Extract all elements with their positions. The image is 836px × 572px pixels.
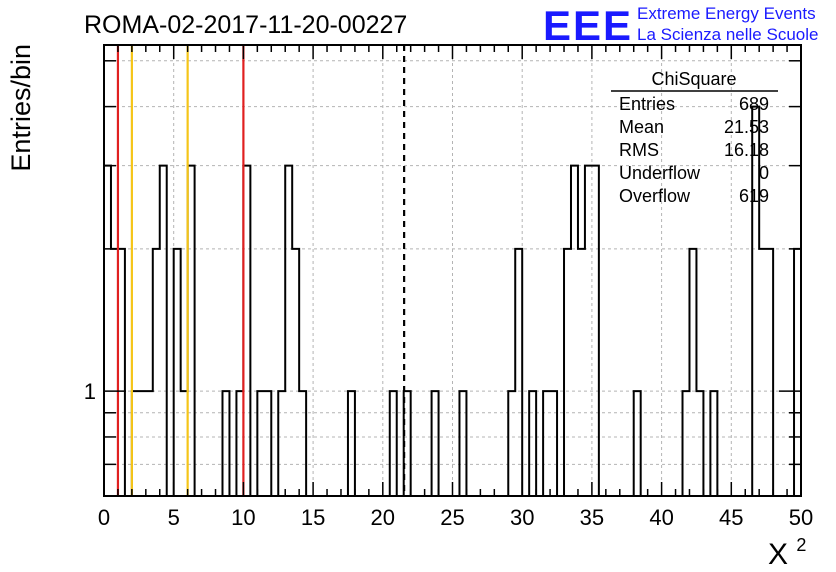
y-tick-label: 1	[84, 379, 96, 404]
axes	[103, 44, 802, 497]
x-tick-label: 50	[789, 505, 813, 530]
stats-row-value: 689	[739, 94, 769, 114]
x-tick-label: 30	[510, 505, 534, 530]
stats-row-value: 21.53	[724, 117, 769, 137]
eee-logo-mark: EEE	[543, 2, 633, 49]
x-axis-label-superscript: 2	[796, 535, 806, 555]
stats-rows: Entries 689 Mean 21.53 RMS 16.18 Underflow 0 Ove…	[619, 94, 769, 206]
reference-lines	[116, 45, 406, 496]
stats-row-value: 16.18	[724, 140, 769, 160]
eee-logo-line1: Extreme Energy Events	[637, 4, 816, 23]
stats-row-label: Entries	[619, 94, 675, 114]
eee-logo-line2: La Scienza nelle Scuole	[637, 25, 818, 44]
x-tick-label: 35	[580, 505, 604, 530]
stats-row-label: Underflow	[619, 163, 701, 183]
eee-logo: EEE Extreme Energy Events La Scienza nel…	[543, 2, 818, 49]
tick-labels: 0 5 10 15 20 25 30 35 40 45 50 1	[84, 379, 813, 530]
stats-row-label: Mean	[619, 117, 664, 137]
x-tick-label: 5	[168, 505, 180, 530]
x-tick-label: 20	[371, 505, 395, 530]
run-title: ROMA-02-2017-11-20-00227	[84, 11, 407, 39]
x-tick-label: 45	[719, 505, 743, 530]
x-tick-label: 10	[231, 505, 255, 530]
stats-row-label: RMS	[619, 140, 659, 160]
stats-box: ChiSquare Entries 689 Mean 21.53 RMS 16.18 Und…	[611, 69, 778, 206]
stats-row-value: 619	[739, 186, 769, 206]
grid	[104, 45, 801, 496]
x-tick-label: 25	[440, 505, 464, 530]
svg-text:X 2: X 2	[768, 535, 806, 571]
x-tick-label: 15	[301, 505, 325, 530]
y-axis-label: Entries/bin	[6, 44, 36, 172]
x-tick-label: 40	[649, 505, 673, 530]
x-axis-label: X 2	[768, 535, 806, 571]
stats-row-value: 0	[759, 163, 769, 183]
x-axis-label-base: X	[768, 538, 788, 571]
stats-title: ChiSquare	[651, 69, 736, 89]
stats-row-label: Overflow	[619, 186, 691, 206]
x-tick-label: 0	[98, 505, 110, 530]
